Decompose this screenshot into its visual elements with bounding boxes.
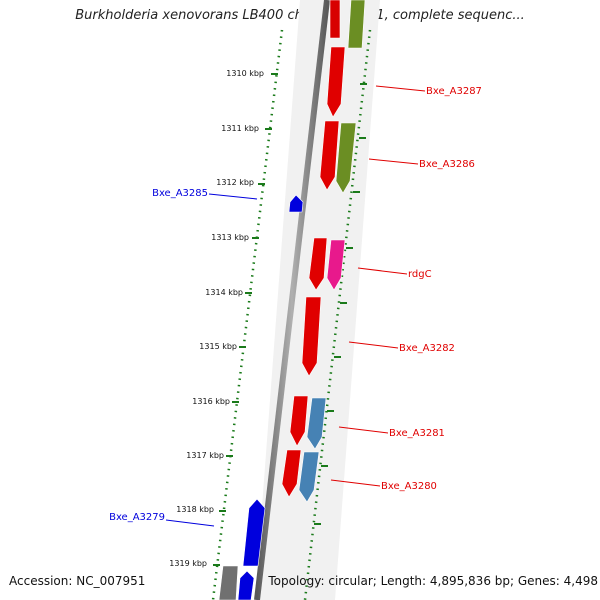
label-leaders [165,85,426,527]
gene-arrow[interactable] [301,296,322,377]
tick-label: 1318 kbp [176,505,214,514]
gene-label-bxe-a3286[interactable]: Bxe_A3286 [419,159,475,170]
tick-label: 1314 kbp [205,288,243,297]
leader-line [165,519,215,527]
gene-labels: Bxe_A3287 Bxe_A3286 Bxe_A3285 rdgC Bxe_A… [109,86,482,523]
leader-line [375,85,426,92]
leader-line [338,426,389,434]
reverse-gene-track [218,194,304,600]
topology-text: Topology: circular; Length: 4,895,836 bp… [268,574,598,588]
tick-label: 1319 kbp [169,559,207,568]
gene-label-bxe-a3282[interactable]: Bxe_A3282 [399,343,455,354]
gene-label-bxe-a3285[interactable]: Bxe_A3285 [152,188,208,199]
leader-line [348,341,399,349]
gene-arrow[interactable] [218,565,239,600]
leader-line [357,267,408,275]
gene-arrow[interactable] [329,0,341,39]
gene-arrow[interactable] [335,122,357,194]
tick-label: 1317 kbp [186,451,224,460]
tick-label: 1316 kbp [192,397,230,406]
gene-arrow[interactable] [319,120,340,191]
leader-line [208,193,258,200]
gene-label-bxe-a3287[interactable]: Bxe_A3287 [426,86,482,97]
gene-arrow[interactable] [347,0,366,49]
gene-arrow[interactable] [242,498,266,567]
outer-ring-right [303,29,372,600]
leader-line [330,479,381,487]
kbp-ticks: 1310 kbp 1311 kbp 1312 kbp 1313 kbp 1314… [169,69,278,568]
tick-label: 1315 kbp [199,342,237,351]
tick-label: 1311 kbp [221,124,259,133]
gene-arrow[interactable] [326,239,346,291]
leader-line [368,158,419,165]
gene-arrow[interactable] [281,449,302,498]
outer-ring-left [211,29,284,600]
tick-label: 1312 kbp [216,178,254,187]
gene-arrow[interactable] [237,570,255,600]
gene-label-bxe-a3279[interactable]: Bxe_A3279 [109,512,165,523]
chromosome-backbone [254,0,330,600]
gene-label-bxe-a3280[interactable]: Bxe_A3280 [381,481,437,492]
gene-arrow[interactable] [326,46,346,118]
feature-track [298,0,366,503]
gene-arrow[interactable] [289,395,309,447]
tick-label: 1310 kbp [226,69,264,78]
gene-label-bxe-a3281[interactable]: Bxe_A3281 [389,428,445,439]
red-gene-track [281,0,346,498]
gene-label-rdgc[interactable]: rdgC [408,269,432,280]
outer-ring-ticks [314,83,367,525]
gene-arrow[interactable] [306,397,327,450]
gene-arrow[interactable] [308,237,328,291]
accession-text: Accession: NC_007951 [9,574,146,588]
gene-arrow[interactable] [288,194,304,213]
gene-arrow[interactable] [298,451,320,503]
tick-label: 1313 kbp [211,233,249,242]
